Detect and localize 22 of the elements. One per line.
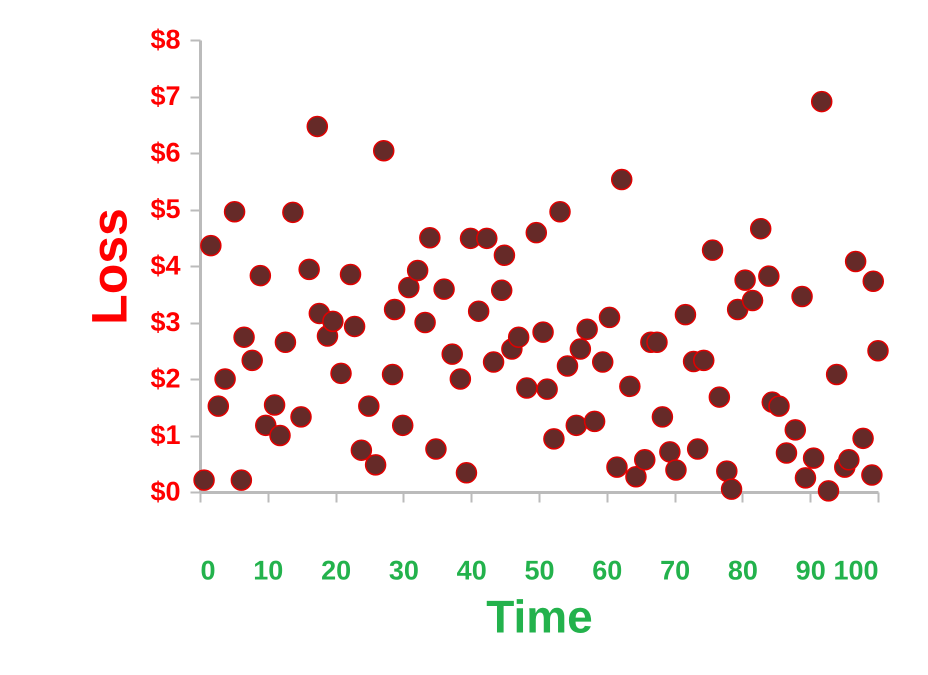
x-tick-label: 80 [728, 556, 758, 586]
y-tick-label: $1 [150, 420, 180, 450]
y-axis-title: Loss [81, 208, 138, 325]
x-tick-label: 90 [796, 556, 826, 586]
y-tick-label: $0 [150, 476, 180, 506]
x-tick-label: 10 [253, 556, 284, 586]
x-tick-label: 20 [321, 556, 352, 586]
y-tick-label: $5 [150, 194, 180, 224]
x-tick-label: 60 [592, 556, 622, 586]
y-tick-label: $2 [150, 364, 180, 394]
y-tick-label: $3 [150, 307, 180, 337]
x-tick-label: 100 [833, 556, 878, 586]
x-tick-label: 40 [456, 556, 487, 586]
x-tick-label: 50 [524, 556, 555, 586]
x-tick-label: 30 [388, 556, 419, 586]
y-tick-label: $4 [150, 250, 180, 280]
x-axis-title: Time [486, 590, 593, 642]
y-tick-label: $8 [150, 24, 180, 54]
y-tick-label: $6 [150, 138, 180, 168]
x-tick-label: 70 [660, 556, 690, 586]
x-tick-label: 0 [200, 556, 216, 586]
y-tick-label: $7 [150, 81, 180, 111]
